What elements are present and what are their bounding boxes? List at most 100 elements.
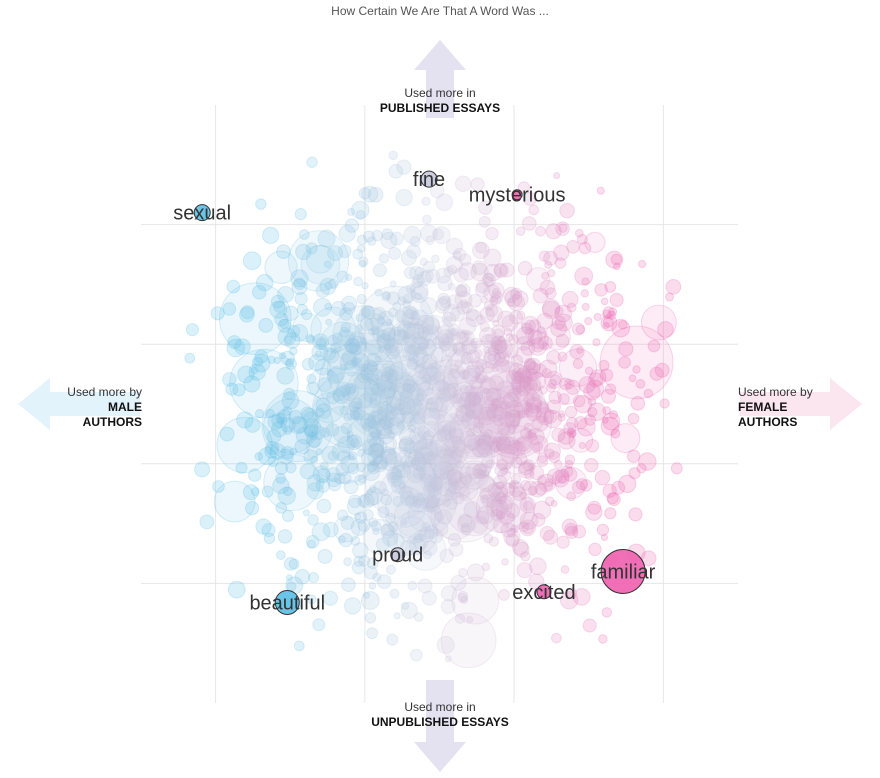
background-bubble: [403, 225, 422, 245]
background-bubble: [429, 475, 445, 491]
background-bubble: [488, 375, 505, 391]
background-bubble: [276, 367, 295, 385]
background-bubble: [295, 426, 314, 445]
background-bubble: [326, 369, 334, 377]
background-bubble: [429, 375, 438, 383]
background-bubble: [599, 368, 614, 382]
background-bubble: [306, 431, 323, 448]
background-bubble: [466, 563, 485, 582]
background-bubble: [499, 510, 515, 525]
background-bubble: [494, 338, 508, 352]
background-bubble: [475, 358, 488, 371]
background-bubble: [504, 462, 512, 470]
background-bubble: [477, 406, 496, 426]
background-bubble: [497, 422, 511, 436]
background-bubble: [464, 384, 475, 396]
bubble-familiar: [600, 548, 646, 594]
background-bubble: [529, 480, 547, 498]
background-bubble: [355, 324, 363, 333]
background-bubble: [416, 438, 429, 450]
background-bubble: [459, 403, 471, 416]
background-bubble: [419, 466, 437, 484]
background-bubble: [210, 306, 225, 321]
background-bubble: [412, 349, 429, 366]
background-bubble: [350, 519, 368, 536]
background-bubble: [434, 298, 451, 314]
background-bubble: [347, 207, 356, 216]
background-bubble: [426, 466, 503, 543]
background-bubble: [474, 349, 483, 358]
background-bubble: [255, 273, 274, 292]
background-bubble: [578, 441, 586, 450]
background-bubble: [494, 357, 510, 373]
background-bubble: [519, 369, 531, 382]
background-bubble: [408, 416, 426, 434]
background-bubble: [543, 409, 563, 429]
background-bubble: [371, 455, 389, 473]
background-bubble: [357, 449, 365, 457]
background-bubble: [548, 378, 558, 388]
background-bubble: [447, 481, 461, 495]
background-bubble: [433, 460, 453, 480]
background-bubble: [289, 447, 298, 456]
background-bubble: [530, 330, 549, 350]
background-bubble: [438, 339, 452, 352]
background-bubble: [475, 438, 485, 447]
background-bubble: [557, 431, 576, 450]
background-bubble: [492, 398, 504, 409]
background-bubble: [415, 392, 425, 402]
background-bubble: [347, 453, 355, 461]
background-bubble: [475, 314, 486, 325]
background-bubble: [337, 435, 356, 454]
background-bubble: [523, 402, 540, 418]
background-bubble: [393, 612, 401, 620]
background-bubble: [654, 362, 670, 378]
background-bubble: [466, 360, 485, 378]
background-bubble: [492, 516, 509, 534]
background-bubble: [498, 351, 507, 360]
background-bubble: [499, 262, 515, 278]
background-bubble: [608, 307, 618, 316]
background-bubble: [475, 241, 487, 254]
background-bubble: [385, 467, 403, 484]
background-bubble: [598, 359, 610, 372]
background-bubble: [372, 527, 380, 536]
background-bubble: [346, 342, 359, 354]
background-bubble: [273, 356, 281, 365]
background-bubble: [366, 431, 381, 447]
background-bubble: [504, 289, 523, 308]
background-bubble: [267, 355, 276, 364]
background-bubble: [443, 446, 462, 466]
background-bubble: [411, 456, 420, 465]
background-bubble: [424, 397, 440, 412]
background-bubble: [522, 480, 539, 496]
background-bubble: [366, 627, 379, 640]
background-bubble: [509, 310, 524, 325]
background-bubble: [507, 294, 526, 312]
background-bubble: [475, 280, 489, 294]
background-bubble: [393, 496, 436, 539]
background-bubble: [434, 413, 446, 424]
background-bubble: [283, 425, 293, 436]
background-bubble: [504, 411, 513, 420]
background-bubble: [487, 344, 500, 357]
background-bubble: [277, 448, 294, 465]
background-bubble: [386, 372, 398, 383]
background-bubble: [454, 284, 467, 297]
background-bubble: [506, 527, 517, 538]
background-bubble: [447, 264, 458, 275]
background-bubble: [610, 428, 621, 439]
background-bubble: [422, 430, 436, 443]
background-bubble: [481, 562, 491, 572]
background-bubble: [474, 434, 486, 446]
background-bubble: [442, 303, 461, 322]
background-bubble: [489, 296, 499, 306]
background-bubble: [403, 450, 412, 458]
word-label-proud: proud: [372, 545, 423, 567]
background-bubble: [438, 454, 457, 472]
background-bubble: [272, 476, 290, 495]
background-bubble: [381, 291, 391, 302]
background-bubble: [415, 376, 431, 392]
background-bubble: [306, 473, 325, 492]
background-bubble: [421, 196, 431, 206]
